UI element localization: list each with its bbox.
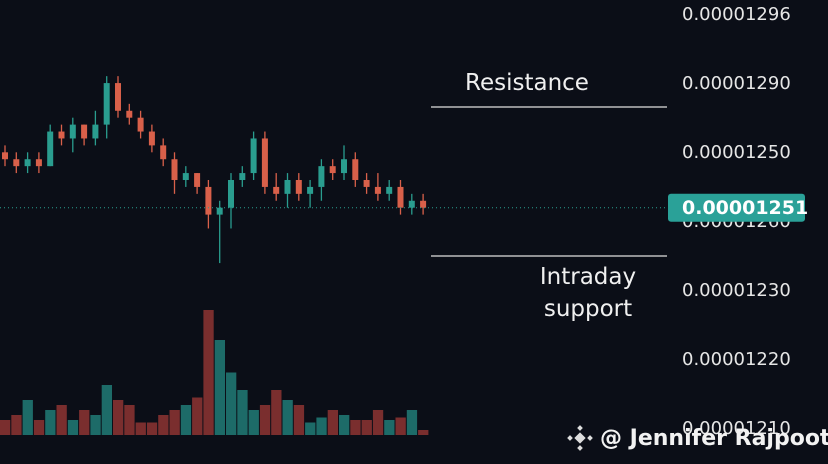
candle-body — [92, 124, 99, 139]
volume-bar — [406, 410, 418, 435]
volume-bar — [192, 397, 203, 435]
candle-body — [194, 173, 201, 187]
volume-bar — [271, 390, 282, 435]
volume-bar — [282, 400, 293, 435]
volume-bar — [33, 420, 45, 435]
volume-bar — [237, 390, 248, 435]
volume-bar — [11, 415, 22, 435]
candle-body — [307, 186, 314, 194]
volume-bar — [101, 385, 112, 435]
resistance-label: Resistance — [465, 70, 589, 96]
candle-body — [374, 186, 381, 194]
candle-body — [352, 159, 359, 180]
volume-bar — [305, 422, 316, 435]
candle-body — [160, 145, 167, 160]
candle-body — [103, 83, 110, 125]
volume-bar — [214, 340, 225, 435]
candle-body — [284, 180, 291, 194]
volume-bar — [395, 417, 406, 435]
candle-body — [329, 166, 336, 174]
volume-bar — [418, 430, 429, 435]
volume-bar — [226, 372, 237, 435]
last-price-tag — [668, 193, 805, 222]
volume-bar — [293, 405, 305, 435]
volume-bar — [0, 420, 11, 435]
axis-label: 0.00001250 — [682, 142, 791, 163]
candle-body — [228, 180, 234, 208]
candle-body — [182, 173, 189, 180]
candle-body — [363, 180, 370, 187]
last-price-label: 0.00001251 — [682, 197, 808, 219]
candle-body — [58, 131, 65, 139]
watermark: @ Jennifer Rajpoot — [600, 426, 828, 451]
candle-body — [250, 138, 257, 174]
volume-bar — [180, 405, 192, 435]
volume-bar — [372, 410, 384, 435]
volume-bar — [22, 400, 33, 435]
volume-bar — [259, 405, 271, 435]
candle-body — [69, 124, 76, 139]
axis-label: 0.00001296 — [682, 4, 791, 25]
volume-bar — [350, 420, 361, 435]
volume-bar — [56, 405, 67, 435]
volume-bar — [316, 417, 327, 435]
volume-bar — [45, 410, 56, 435]
candle-body — [205, 186, 212, 215]
candle-body — [239, 173, 246, 180]
axis-label: 0.00001290 — [682, 73, 791, 94]
candle-body — [318, 166, 325, 187]
volume-bar — [248, 410, 259, 435]
volume-bar — [158, 415, 169, 435]
candle-body — [81, 124, 88, 139]
candle-body — [148, 131, 155, 146]
candle-body — [420, 200, 427, 208]
axis-label: 0.00001230 — [682, 280, 791, 301]
volume-bar — [361, 420, 372, 435]
candle-body — [216, 207, 223, 215]
watermark-logo — [567, 425, 593, 451]
axis-label: 0.00001210 — [682, 418, 791, 439]
volume-bar — [203, 310, 214, 435]
candle-body — [126, 110, 133, 118]
candle-body — [24, 159, 31, 167]
volume-bar — [124, 405, 135, 435]
volume-bar — [90, 415, 101, 435]
volume-bar — [384, 420, 395, 435]
candle-body — [47, 131, 54, 167]
candle-body — [35, 159, 42, 167]
volume-bar — [113, 400, 124, 435]
candle-body — [341, 159, 347, 174]
candle-body — [261, 138, 268, 187]
volume-bar — [327, 410, 338, 435]
candle-body — [408, 200, 415, 208]
candle-body — [386, 186, 393, 194]
support-label: Intraday support — [539, 264, 637, 322]
candle-body — [397, 186, 404, 208]
candle-body — [295, 180, 302, 194]
volume-bar — [67, 420, 79, 435]
volume-bar — [339, 415, 350, 435]
candle-body — [137, 117, 144, 132]
volume-bar — [135, 422, 146, 435]
volume-bar — [79, 410, 90, 435]
candle-body — [171, 159, 178, 180]
plot: 0.00001251 — [0, 76, 808, 435]
volume-bar — [146, 422, 158, 435]
candle-body — [2, 152, 8, 160]
volume-bar — [169, 410, 180, 435]
candle-body — [273, 186, 280, 194]
candle-body — [115, 83, 121, 111]
axis-label: 0.00001220 — [682, 349, 791, 370]
candle-body — [13, 159, 20, 167]
